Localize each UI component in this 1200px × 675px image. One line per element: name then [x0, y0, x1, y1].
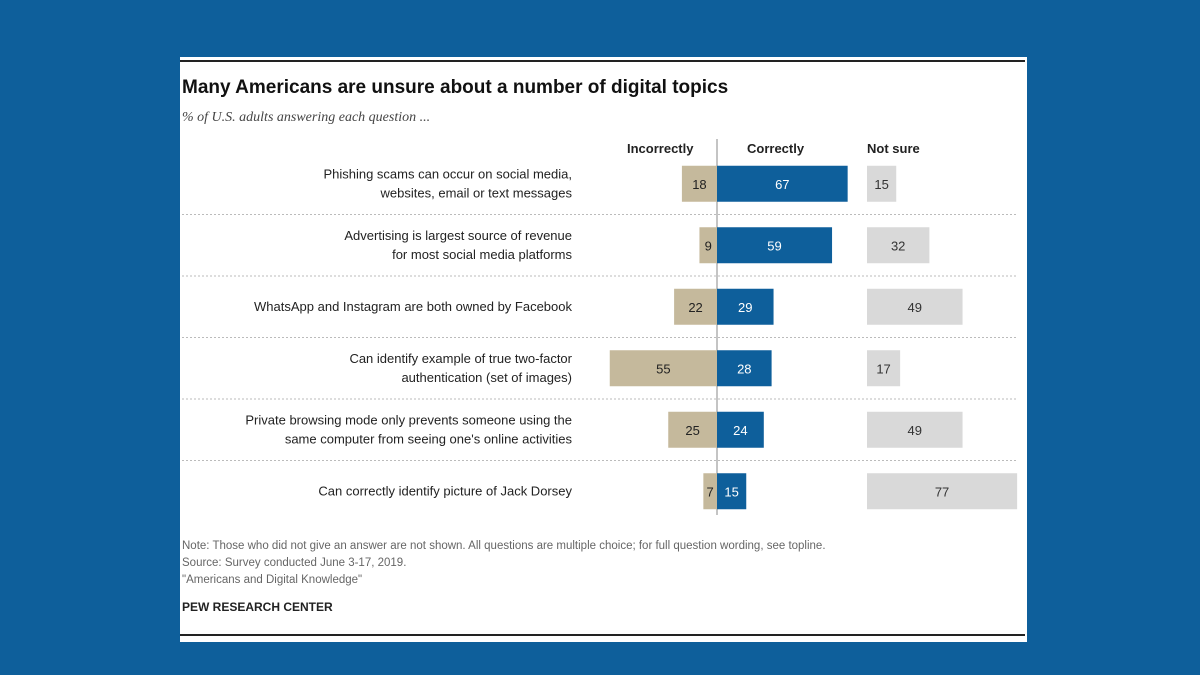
category-label: Private browsing mode only prevents some…	[245, 412, 572, 446]
value-label-incorrectly: 7	[707, 484, 714, 499]
bar-incorrectly	[674, 288, 717, 325]
bar-not-sure	[867, 350, 901, 387]
category-label: Phishing scams can occur on social media…	[323, 166, 572, 200]
bar-incorrectly	[609, 350, 717, 387]
chart-subtitle: % of U.S. adults answering each question…	[182, 110, 431, 125]
bar-incorrectly	[703, 473, 717, 510]
value-label-incorrectly: 25	[685, 423, 699, 438]
category-label: Can identify example of true two-factor a…	[349, 351, 572, 385]
value-label-not-sure: 49	[908, 423, 922, 438]
value-label-not-sure: 49	[908, 300, 922, 315]
footer-note: Note: Those who did not give an answer a…	[182, 540, 826, 552]
value-label-incorrectly: 22	[688, 300, 702, 315]
value-label-incorrectly: 55	[656, 361, 670, 376]
chart-card: Many Americans are unsure about a number…	[180, 57, 1027, 642]
value-label-correctly: 28	[737, 361, 751, 376]
column-header-incorrectly: Incorrectly	[627, 141, 694, 156]
bar-correctly	[717, 165, 848, 202]
value-label-correctly: 15	[724, 484, 738, 499]
value-label-not-sure: 17	[876, 361, 890, 376]
bar-correctly	[717, 288, 774, 325]
bar-correctly	[717, 473, 747, 510]
bar-incorrectly	[668, 411, 717, 448]
value-label-incorrectly: 9	[705, 238, 712, 253]
bar-correctly	[717, 227, 833, 264]
value-label-not-sure: 15	[874, 177, 888, 192]
top-rule	[180, 60, 1025, 62]
column-header-not-sure: Not sure	[867, 141, 920, 156]
brand-label: PEW RESEARCH CENTER	[182, 600, 333, 614]
bar-not-sure	[867, 411, 963, 448]
bar-correctly	[717, 350, 772, 387]
chart-title: Many Americans are unsure about a number…	[182, 77, 729, 98]
bar-not-sure	[867, 165, 897, 202]
bar-incorrectly	[699, 227, 717, 264]
value-label-not-sure: 77	[935, 484, 949, 499]
bottom-rule	[180, 634, 1025, 636]
category-label: WhatsApp and Instagram are both owned by…	[254, 299, 572, 314]
bar-chart: Phishing scams can occur on social media…	[182, 139, 1018, 515]
value-label-incorrectly: 18	[692, 177, 706, 192]
value-label-not-sure: 32	[891, 238, 905, 253]
footer-source: Source: Survey conducted June 3-17, 2019…	[182, 557, 407, 569]
value-label-correctly: 67	[775, 177, 789, 192]
footer-report: "Americans and Digital Knowledge"	[182, 574, 363, 586]
bar-not-sure	[867, 288, 963, 325]
value-label-correctly: 59	[767, 238, 781, 253]
bar-not-sure	[867, 473, 1018, 510]
bar-not-sure	[867, 227, 930, 264]
category-label: Advertising is largest source of revenue…	[344, 228, 572, 262]
column-header-correctly: Correctly	[747, 141, 805, 156]
value-label-correctly: 29	[738, 300, 752, 315]
bar-correctly	[717, 411, 764, 448]
bar-incorrectly	[681, 165, 717, 202]
category-label: Can correctly identify picture of Jack D…	[318, 483, 572, 498]
value-label-correctly: 24	[733, 423, 747, 438]
